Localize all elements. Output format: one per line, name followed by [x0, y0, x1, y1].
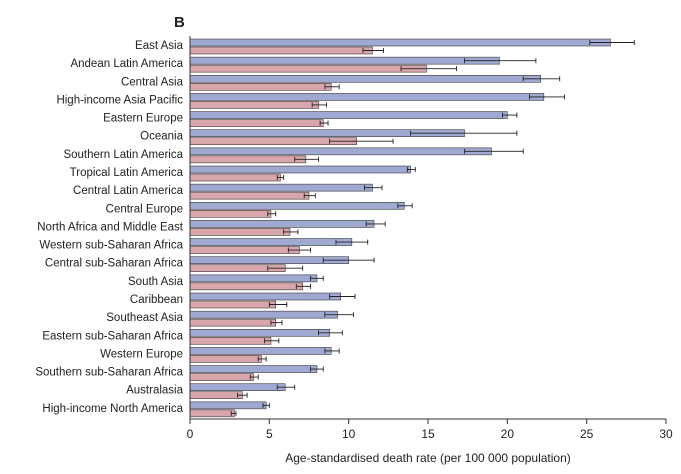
bar-series_1-southern-sub-saharan-africa: [189, 365, 318, 373]
x-tick-label-15: 15: [421, 427, 435, 441]
bar-series_1-central-asia: [189, 74, 541, 83]
category-label-western-sub-saharan-africa: Western sub-Saharan Africa: [39, 240, 183, 252]
category-label-high-income-north-america: High-income North America: [42, 403, 183, 415]
bar-series_2-eastern-sub-saharan-africa: [189, 336, 272, 345]
category-label-southern-sub-saharan-africa: Southern sub-Saharan Africa: [35, 367, 183, 379]
category-label-eastern-europe: Eastern Europe: [103, 113, 183, 125]
bar-series_1-australasia: [189, 383, 286, 392]
category-label-east-asia: East Asia: [135, 40, 184, 52]
bar-series_2-eastern-europe: [189, 119, 324, 127]
category-label-high-income-asia-pacific: High-income Asia Pacific: [56, 94, 183, 106]
bars-group: [189, 38, 635, 418]
category-label-caribbean: Caribbean: [130, 294, 183, 306]
bar-series_1-central-europe: [189, 201, 405, 210]
bar-series_1-southeast-asia: [189, 310, 338, 319]
bar-series_1-high-income-north-america: [189, 401, 267, 410]
bar-series_1-eastern-europe: [189, 111, 508, 119]
category-label-south-asia: South Asia: [128, 276, 184, 288]
category-label-north-africa-and-middle-east: North Africa and Middle East: [37, 221, 184, 233]
category-label-western-europe: Western Europe: [100, 348, 183, 360]
x-tick-label-30: 30: [659, 427, 673, 441]
bar-series_2-high-income-asia-pacific: [189, 101, 319, 109]
bar-series_2-southern-latin-america: [189, 155, 307, 164]
bar-series_2-andean-latin-america: [189, 64, 427, 73]
bar-series_2-western-sub-saharan-africa: [189, 246, 300, 254]
category-labels: East Asia Andean Latin America Central Asi…: [35, 40, 183, 415]
bar-series_1-east-asia: [189, 38, 611, 47]
bar-series_1-eastern-sub-saharan-africa: [189, 328, 330, 337]
x-axis-title: Age-standardised death rate (per 100 000…: [285, 451, 571, 465]
x-tick-label-25: 25: [580, 427, 594, 441]
bar-series_2-australasia: [189, 391, 243, 400]
x-tick-label-5: 5: [266, 427, 273, 441]
bar-series_2-tropical-latin-america: [189, 173, 281, 182]
category-label-central-sub-saharan-africa: Central sub-Saharan Africa: [45, 258, 184, 270]
bar-series_1-central-latin-america: [189, 183, 373, 192]
bar-series_1-western-europe: [189, 347, 332, 355]
bar-series_1-tropical-latin-america: [189, 165, 411, 174]
category-label-central-europe: Central Europe: [106, 203, 183, 215]
x-axis-ticks: 0 5 10 15 20 25 30: [187, 419, 673, 441]
category-label-central-asia: Central Asia: [121, 76, 184, 88]
bar-series_1-north-africa-and-middle-east: [189, 220, 375, 228]
category-label-australasia: Australasia: [126, 385, 183, 397]
x-tick-label-10: 10: [342, 427, 356, 441]
bar-series_1-caribbean: [189, 292, 342, 301]
category-label-southeast-asia: Southeast Asia: [106, 312, 183, 324]
bar-series_2-south-asia: [189, 282, 303, 291]
bar-series_1-high-income-asia-pacific: [189, 93, 545, 101]
bar-series_1-southern-latin-america: [189, 147, 492, 156]
bar-series_2-southeast-asia: [189, 318, 276, 327]
x-tick-label-0: 0: [187, 427, 194, 441]
bar-series_2-central-europe: [189, 209, 272, 218]
bar-series_2-western-europe: [189, 355, 262, 363]
bar-series_1-andean-latin-america: [189, 56, 500, 65]
panel-label: B: [174, 14, 185, 31]
category-label-central-latin-america: Central Latin America: [73, 185, 184, 197]
bar-series_2-southern-sub-saharan-africa: [189, 373, 254, 381]
category-label-southern-latin-america: Southern Latin America: [63, 149, 183, 161]
bar-series_2-central-asia: [189, 82, 332, 91]
bar-series_2-central-latin-america: [189, 191, 310, 200]
x-tick-label-20: 20: [501, 427, 515, 441]
bar-series_2-east-asia: [189, 46, 373, 55]
bar-series_1-western-sub-saharan-africa: [189, 238, 353, 246]
bar-series_2-north-africa-and-middle-east: [189, 228, 291, 236]
bar-series_1-south-asia: [189, 274, 318, 283]
category-label-tropical-latin-america: Tropical Latin America: [70, 167, 184, 179]
category-label-andean-latin-america: Andean Latin America: [70, 58, 183, 70]
bar-series_2-high-income-north-america: [189, 409, 235, 418]
category-label-oceania: Oceania: [140, 131, 183, 143]
category-label-eastern-sub-saharan-africa: Eastern sub-Saharan Africa: [42, 330, 183, 342]
bar-series_2-caribbean: [189, 300, 276, 309]
